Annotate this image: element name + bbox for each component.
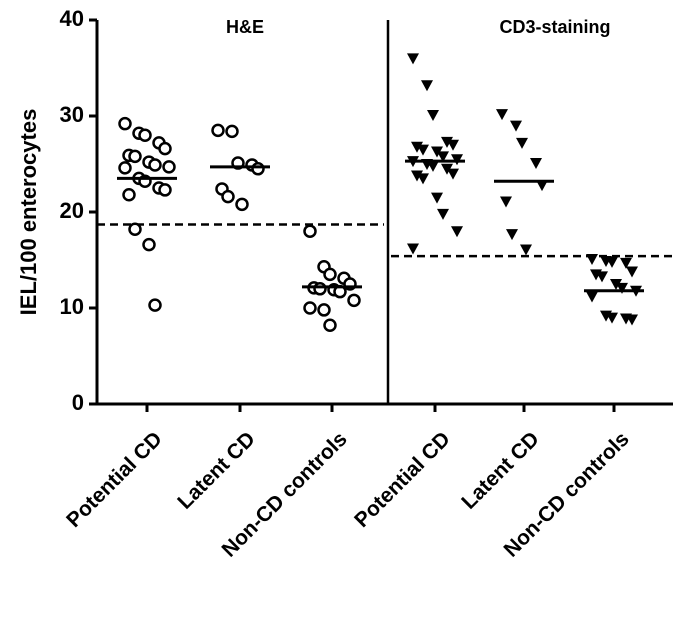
data-point: [421, 80, 433, 92]
data-point: [323, 267, 337, 282]
data-point: [148, 158, 162, 172]
data-point: [610, 279, 622, 290]
y-tick-label: 30: [60, 102, 84, 127]
data-point: [620, 257, 632, 269]
data-point: [516, 137, 528, 149]
data-point: [586, 254, 598, 266]
data-point: [148, 298, 162, 312]
data-point: [221, 189, 235, 204]
data-point: [235, 197, 249, 212]
data-point: [118, 116, 132, 131]
y-tick-label: 40: [60, 6, 84, 31]
data-point: [530, 158, 542, 170]
y-tick-label: 10: [60, 294, 84, 319]
data-point: [347, 293, 361, 308]
x-tick-label: Latent CD: [173, 427, 259, 513]
data-point: [451, 226, 463, 238]
data-point: [431, 146, 443, 158]
data-point: [122, 187, 136, 202]
data-point: [417, 144, 429, 156]
data-point: [447, 168, 459, 180]
data-point: [496, 109, 508, 121]
data-point: [500, 196, 512, 208]
data-point: [118, 161, 132, 175]
data-point: [427, 110, 439, 122]
data-point: [303, 301, 317, 315]
data-point: [128, 149, 142, 164]
data-point: [313, 282, 327, 296]
data-point: [142, 237, 156, 252]
data-point: [616, 282, 628, 294]
x-tick-label: Latent CD: [457, 427, 543, 513]
data-point: [506, 229, 518, 241]
data-point: [138, 128, 152, 142]
data-point: [437, 208, 449, 220]
data-point: [536, 180, 548, 192]
data-point: [606, 312, 618, 324]
data-point: [317, 303, 331, 317]
data-point: [431, 192, 443, 204]
data-point: [626, 314, 638, 326]
data-point: [158, 183, 172, 197]
x-tick-label: Potential CD: [350, 427, 455, 532]
data-point: [596, 271, 608, 283]
x-tick-label: Potential CD: [62, 427, 167, 532]
y-axis-label: IEL/100 enterocytes: [16, 109, 41, 316]
data-point: [211, 123, 225, 138]
data-point: [323, 318, 337, 333]
data-point: [520, 244, 532, 256]
data-point: [225, 124, 239, 139]
data-point: [437, 151, 449, 163]
data-point: [407, 53, 419, 65]
data-point: [441, 163, 453, 175]
data-point: [586, 291, 598, 303]
data-point: [411, 170, 423, 182]
panel-title: H&E: [226, 17, 264, 37]
y-tick-label: 0: [72, 390, 84, 415]
data-point: [510, 120, 522, 132]
data-point: [427, 160, 439, 172]
data-point: [251, 162, 265, 176]
y-tick-label: 20: [60, 198, 84, 223]
data-point: [303, 224, 317, 238]
data-point: [411, 141, 423, 153]
data-point: [606, 256, 618, 268]
data-point: [447, 139, 459, 151]
data-point: [407, 243, 419, 255]
data-point: [441, 136, 453, 148]
data-point: [128, 222, 142, 237]
panel-title: CD3-staining: [499, 17, 610, 37]
data-point: [158, 141, 172, 156]
data-point: [417, 173, 429, 185]
data-point: [626, 266, 638, 278]
data-point: [162, 160, 176, 174]
